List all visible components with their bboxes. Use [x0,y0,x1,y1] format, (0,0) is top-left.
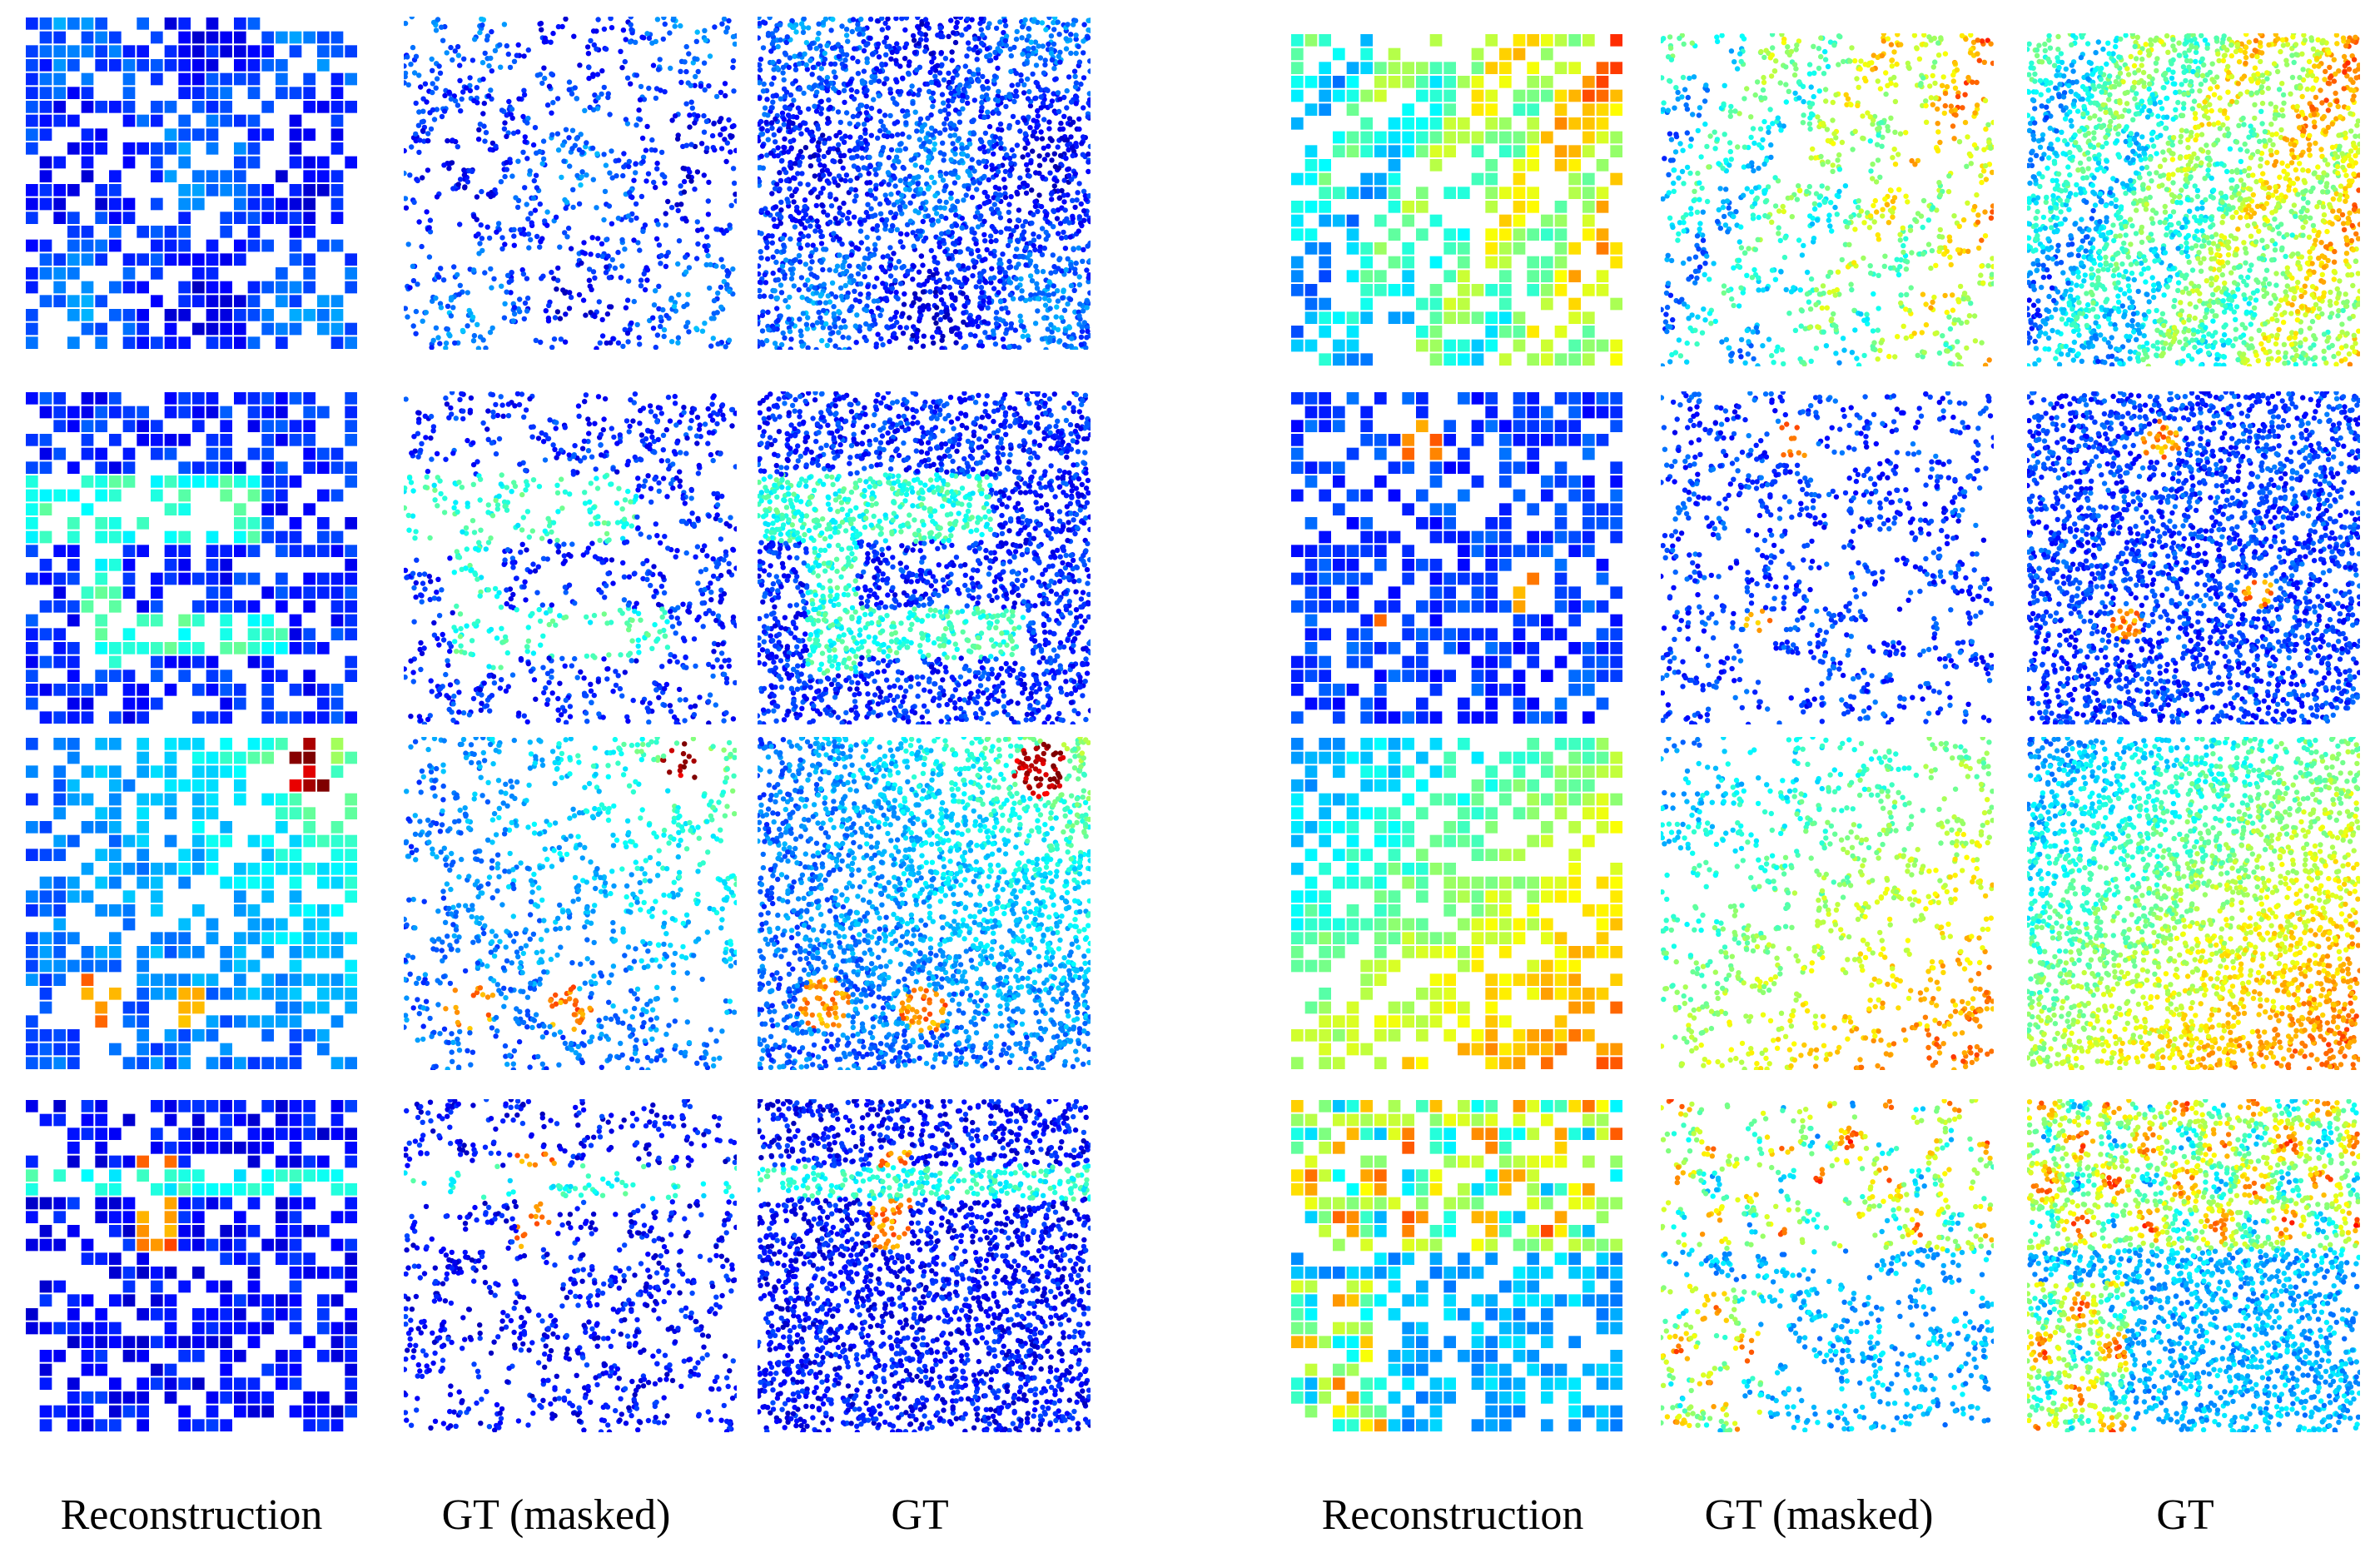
right-row4-gt-masked-tile [1661,1099,1994,1432]
right-row1-gt-tile [2027,33,2360,366]
right-row3-gt-tile [2027,737,2360,1070]
right-row1-gt-tile-image [2027,33,2360,366]
left-row3-reconstruction-tile [25,737,358,1070]
right-row3-reconstruction-tile-image [1291,738,1622,1069]
left-row3-gt-masked-tile [404,737,737,1070]
right-row3-gt-masked-tile [1661,737,1994,1070]
right-row1-reconstruction-tile-image [1291,34,1622,366]
left-row2-gt-masked-tile-image [404,391,737,724]
right-row1-reconstruction-tile [1290,33,1623,366]
right-col-label-gt-masked: GT (masked) [1652,1491,1985,1540]
left-row4-gt-tile [758,1099,1091,1432]
left-row2-gt-masked-tile [404,391,737,724]
left-row2-gt-tile-image [758,391,1091,724]
right-col-label-reconstruction: Reconstruction [1286,1491,1619,1540]
right-row2-gt-tile [2027,391,2360,724]
left-col-label-gt: GT [753,1491,1086,1540]
right-row2-gt-tile-image [2027,391,2360,724]
left-row2-reconstruction-tile-image [26,392,357,724]
right-row2-reconstruction-tile [1290,391,1623,724]
left-row3-reconstruction-tile-image [26,738,357,1069]
right-row4-reconstruction-tile [1290,1099,1623,1432]
right-row3-gt-masked-tile-image [1661,737,1994,1070]
right-row4-gt-tile-image [2027,1099,2360,1432]
left-col-label-reconstruction: Reconstruction [25,1491,358,1540]
left-row4-gt-tile-image [758,1099,1091,1432]
left-row1-reconstruction-tile-image [26,17,357,349]
right-row2-gt-masked-tile [1661,391,1994,724]
right-row4-reconstruction-tile-image [1291,1100,1622,1431]
left-col-label-gt-masked: GT (masked) [390,1491,723,1540]
left-row3-gt-tile [758,737,1091,1070]
left-row3-gt-tile-image [758,737,1091,1070]
left-row4-gt-masked-tile [404,1099,737,1432]
left-row4-reconstruction-tile-image [26,1100,357,1431]
left-panel-group: Reconstruction GT (masked) GT [0,0,1115,1553]
left-row2-gt-tile [758,391,1091,724]
left-row1-reconstruction-tile [25,17,358,350]
left-row2-reconstruction-tile [25,391,358,724]
left-row1-gt-masked-tile-image [404,17,737,350]
right-row4-gt-tile [2027,1099,2360,1432]
left-row3-gt-masked-tile-image [404,737,737,1070]
right-row2-gt-masked-tile-image [1661,391,1994,724]
left-row4-gt-masked-tile-image [404,1099,737,1432]
left-row1-gt-masked-tile [404,17,737,350]
right-row3-gt-tile-image [2027,737,2360,1070]
right-row2-reconstruction-tile-image [1291,392,1622,724]
right-col-label-gt: GT [2019,1491,2352,1540]
right-row1-gt-masked-tile-image [1661,33,1994,366]
left-row1-gt-tile-image [758,17,1091,350]
right-row1-gt-masked-tile [1661,33,1994,366]
right-panel-group: Reconstruction GT (masked) GT [1249,0,2380,1553]
left-row4-reconstruction-tile [25,1099,358,1432]
left-row1-gt-tile [758,17,1091,350]
right-row4-gt-masked-tile-image [1661,1099,1994,1432]
right-row3-reconstruction-tile [1290,737,1623,1070]
